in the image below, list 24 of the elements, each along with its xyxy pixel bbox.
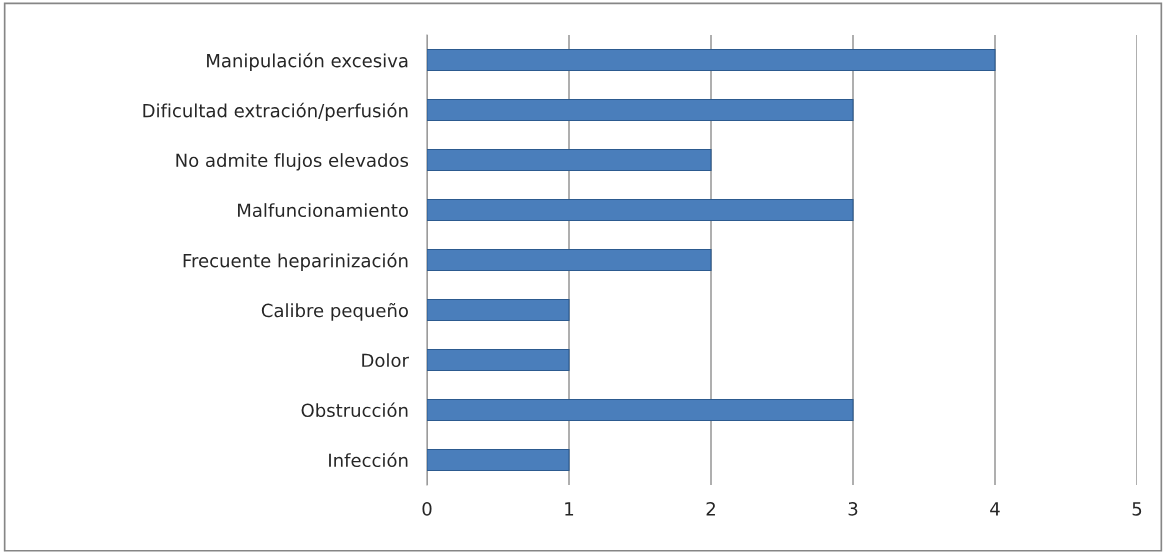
y-tick-label: Frecuente heparinización (183, 252, 408, 271)
y-tick-label: Dolor (362, 353, 409, 368)
x-tick-label: 4 (990, 502, 1000, 516)
bar (427, 298, 570, 322)
bar (427, 148, 712, 172)
bar (427, 198, 854, 222)
x-tick-label: 5 (1132, 502, 1142, 516)
y-tick-label: Calibre pequeño (261, 302, 408, 321)
y-tick-label: No admite flujos elevados (176, 153, 409, 171)
x-tick-label: 1 (565, 502, 574, 516)
x-tick-label: 2 (706, 501, 715, 516)
y-tick-label: Infección (329, 452, 408, 468)
y-tick-label: Manipulación excesiva (207, 52, 408, 71)
x-tick-label: 0 (422, 501, 432, 516)
bar (427, 348, 570, 372)
bar (427, 98, 854, 122)
bar (427, 398, 854, 422)
y-tick-label: Obstrucción (301, 402, 408, 418)
y-tick-label: Dificultad extración/perfusión (143, 102, 408, 121)
bar (427, 248, 712, 272)
x-tick-label: 3 (848, 501, 858, 516)
y-tick-label: Malfuncionamiento (238, 203, 408, 218)
bar (427, 448, 570, 472)
bar (427, 48, 996, 72)
